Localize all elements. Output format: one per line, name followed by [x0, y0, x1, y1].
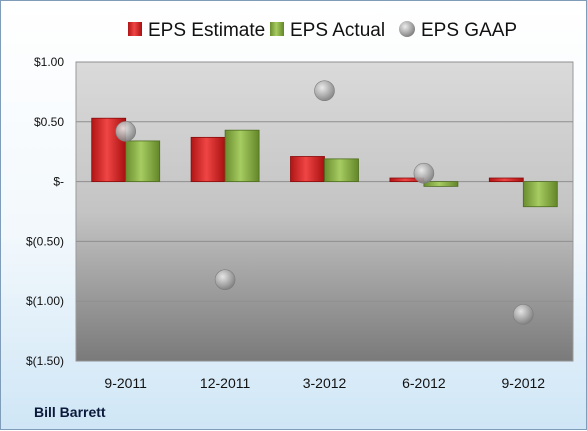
legend-label-estimate: EPS Estimate	[148, 20, 265, 41]
point-eps-gaap	[115, 121, 136, 142]
legend-swatch-gaap	[399, 21, 415, 37]
legend-item-eps-gaap: EPS GAAP	[399, 20, 517, 41]
bar-series	[91, 117, 558, 208]
x-tick-label: 9-2011	[104, 375, 147, 391]
y-tick-label: $-	[53, 175, 64, 189]
bar-eps-estimate	[488, 177, 524, 182]
bar-eps-actual	[224, 129, 260, 182]
legend-item-eps-estimate: EPS Estimate	[128, 20, 265, 41]
y-tick-label: $(1.00)	[26, 294, 64, 308]
x-tick-label: 12-2011	[200, 375, 251, 391]
y-tick-label: $0.50	[34, 115, 64, 129]
gaap-points	[115, 80, 534, 325]
bar-eps-actual	[324, 158, 359, 183]
legend-swatch-estimate	[128, 22, 142, 36]
x-tick-label: 3-2012	[303, 375, 347, 391]
point-eps-gaap	[314, 80, 335, 102]
x-tick-label: 6-2012	[402, 375, 446, 391]
legend-swatch-actual	[270, 22, 284, 36]
legend-item-eps-actual: EPS Actual	[270, 20, 385, 41]
bar-eps-actual	[423, 181, 459, 187]
bar-eps-estimate	[190, 136, 226, 183]
y-tick-label: $1.00	[34, 55, 64, 69]
x-tick-label: 9-2012	[502, 375, 546, 391]
legend-label-actual: EPS Actual	[290, 20, 385, 41]
bar-eps-estimate	[290, 156, 325, 182]
company-label: Bill Barrett	[34, 404, 106, 420]
point-eps-gaap	[512, 304, 534, 325]
bar-eps-actual	[125, 140, 161, 183]
legend-label-gaap: EPS GAAP	[421, 20, 517, 41]
bar-eps-actual	[522, 181, 558, 208]
x-axis: 9-2011 12-2011 3-2012 6-2012 9-2012	[104, 375, 545, 391]
plot-area	[75, 61, 574, 362]
legend: EPS Estimate EPS Actual EPS GAAP	[128, 20, 517, 41]
point-eps-gaap	[214, 269, 236, 290]
y-tick-label: $(1.50)	[26, 354, 64, 368]
point-eps-gaap	[413, 162, 435, 184]
y-tick-label: $(0.50)	[26, 234, 64, 248]
y-axis: $1.00 $0.50 $- $(0.50) $(1.00) $(1.50)	[26, 55, 64, 368]
